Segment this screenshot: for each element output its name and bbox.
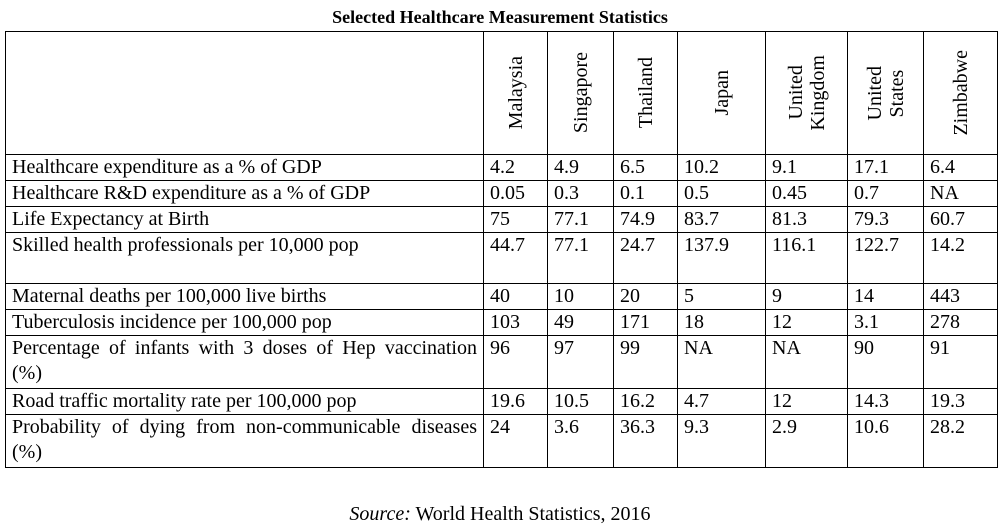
table-cell: 28.2 <box>923 414 998 468</box>
table-cell: 137.9 <box>677 232 766 284</box>
table-cell: 171 <box>613 309 678 336</box>
row-label: Skilled health professionals per 10,000 … <box>5 232 484 284</box>
table-cell: 77.1 <box>547 232 614 284</box>
table-cell: 24.7 <box>613 232 678 284</box>
table-cell: 443 <box>923 283 998 310</box>
table-cell: 90 <box>847 335 924 389</box>
table-row: Healthcare expenditure as a % of GDP 4.2 4… <box>5 154 998 181</box>
table-cell: 10.5 <box>547 388 614 415</box>
table-row: Probability of dying from non-communicab… <box>5 414 998 468</box>
table-cell: 0.3 <box>547 180 614 207</box>
row-label: Probability of dying from non-communicab… <box>5 414 484 468</box>
table-cell: 10.2 <box>677 154 766 181</box>
table-cell: 0.45 <box>765 180 848 207</box>
table-cell: 83.7 <box>677 206 766 233</box>
table-cell: 97 <box>547 335 614 389</box>
row-label: Maternal deaths per 100,000 live births <box>5 283 484 310</box>
statistics-table: Malaysia Singapore Thailand Japan United… <box>5 31 998 468</box>
column-header: Singapore <box>547 31 614 155</box>
table-cell: 9 <box>765 283 848 310</box>
table-row: Life Expectancy at Birth 75 77.1 74.9 83.7 81… <box>5 206 998 233</box>
table-cell: 14.3 <box>847 388 924 415</box>
source-label: Source: <box>349 503 411 525</box>
table-cell: 60.7 <box>923 206 998 233</box>
table-cell: 0.05 <box>483 180 548 207</box>
table-cell: 6.5 <box>613 154 678 181</box>
table-cell: 40 <box>483 283 548 310</box>
table-cell: 278 <box>923 309 998 336</box>
table-cell: 10.6 <box>847 414 924 468</box>
table-cell: 79.3 <box>847 206 924 233</box>
table-cell: 17.1 <box>847 154 924 181</box>
table-cell: NA <box>765 335 848 389</box>
table-cell: 12 <box>765 309 848 336</box>
table-cell: 44.7 <box>483 232 548 284</box>
table-cell: 99 <box>613 335 678 389</box>
row-label: Percentage of infants with 3 doses of He… <box>5 335 484 389</box>
table-cell: 10 <box>547 283 614 310</box>
table-cell: 0.5 <box>677 180 766 207</box>
table-cell: 103 <box>483 309 548 336</box>
table-row: Tuberculosis incidence per 100,000 pop 10… <box>5 309 998 336</box>
table-row: Road traffic mortality rate per 100,000 … <box>5 388 998 415</box>
table-cell: 9.3 <box>677 414 766 468</box>
source-note: Source: World Health Statistics, 2016 <box>0 503 1000 525</box>
column-header: Japan <box>677 31 766 155</box>
table-row: Healthcare R&D expenditure as a % of GDP… <box>5 180 998 207</box>
table-cell: 96 <box>483 335 548 389</box>
row-label: Road traffic mortality rate per 100,000 … <box>5 388 484 415</box>
table-cell: 14 <box>847 283 924 310</box>
column-header: Zimbabwe <box>923 31 998 155</box>
table-row: Skilled health professionals per 10,000 … <box>5 232 998 284</box>
table-cell: 4.7 <box>677 388 766 415</box>
table-row: Percentage of infants with 3 doses of He… <box>5 335 998 389</box>
row-label: Healthcare expenditure as a % of GDP <box>5 154 484 181</box>
row-label: Life Expectancy at Birth <box>5 206 484 233</box>
table-cell: 81.3 <box>765 206 848 233</box>
table-cell: 12 <box>765 388 848 415</box>
row-label: Healthcare R&D expenditure as a % of GDP <box>5 180 484 207</box>
table-cell: 19.6 <box>483 388 548 415</box>
table-cell: 14.2 <box>923 232 998 284</box>
table-cell: 24 <box>483 414 548 468</box>
column-header: United States <box>847 31 924 155</box>
table-cell: 36.3 <box>613 414 678 468</box>
table-cell: NA <box>923 180 998 207</box>
column-header: Thailand <box>613 31 678 155</box>
table-cell: 0.1 <box>613 180 678 207</box>
row-label: Tuberculosis incidence per 100,000 pop <box>5 309 484 336</box>
table-cell: 6.4 <box>923 154 998 181</box>
table-cell: 77.1 <box>547 206 614 233</box>
table-cell: 19.3 <box>923 388 998 415</box>
table-cell: 122.7 <box>847 232 924 284</box>
table-cell: NA <box>677 335 766 389</box>
table-cell: 49 <box>547 309 614 336</box>
table-cell: 4.2 <box>483 154 548 181</box>
table-cell: 20 <box>613 283 678 310</box>
table-cell: 5 <box>677 283 766 310</box>
column-header: Malaysia <box>483 31 548 155</box>
source-text: World Health Statistics, 2016 <box>410 503 651 525</box>
header-row: Malaysia Singapore Thailand Japan United… <box>5 31 998 155</box>
table-cell: 2.9 <box>765 414 848 468</box>
column-header: United Kingdom <box>765 31 848 155</box>
table-cell: 3.1 <box>847 309 924 336</box>
table-cell: 18 <box>677 309 766 336</box>
table-cell: 16.2 <box>613 388 678 415</box>
table-cell: 9.1 <box>765 154 848 181</box>
table-cell: 116.1 <box>765 232 848 284</box>
table-title: Selected Healthcare Measurement Statisti… <box>332 7 668 27</box>
table-cell: 3.6 <box>547 414 614 468</box>
header-corner-cell <box>5 31 484 155</box>
table-cell: 91 <box>923 335 998 389</box>
table-cell: 75 <box>483 206 548 233</box>
table-cell: 4.9 <box>547 154 614 181</box>
table-cell: 0.7 <box>847 180 924 207</box>
table-row: Maternal deaths per 100,000 live births 4… <box>5 283 998 310</box>
table-cell: 74.9 <box>613 206 678 233</box>
